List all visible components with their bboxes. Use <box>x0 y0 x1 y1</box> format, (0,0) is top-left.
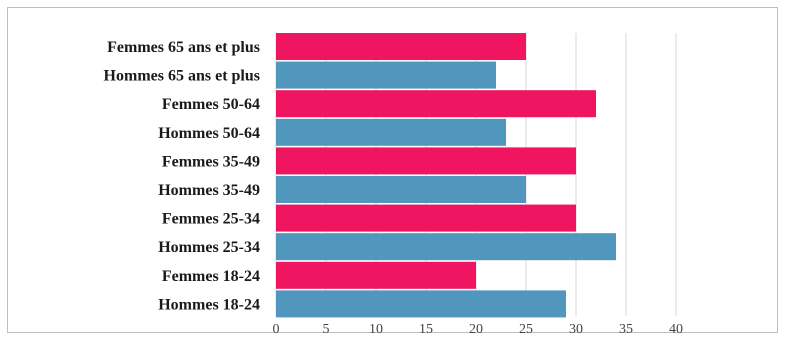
bar-3 <box>276 118 506 146</box>
category-label-3: Hommes 50-64 <box>158 125 260 142</box>
x-tick-label-40: 40 <box>669 322 683 337</box>
x-tick-labels: 0 5 10 15 20 25 30 35 40 <box>273 322 684 337</box>
category-label-1: Hommes 65 ans et plus <box>104 68 260 85</box>
bar-2 <box>276 90 596 118</box>
x-tick-label-10: 10 <box>369 322 383 337</box>
category-label-4: Femmes 35-49 <box>162 153 260 170</box>
category-label-5: Hommes 35-49 <box>158 182 260 199</box>
category-label-7: Hommes 25-34 <box>158 239 260 256</box>
bar-8 <box>276 261 476 289</box>
category-labels: Femmes 65 ans et plus Hommes 65 ans et pl… <box>104 39 260 313</box>
x-tick-label-15: 15 <box>419 322 433 337</box>
x-tick-label-25: 25 <box>519 322 533 337</box>
x-tick-label-20: 20 <box>469 322 483 337</box>
category-label-9: Hommes 18-24 <box>158 296 260 313</box>
x-tick-label-0: 0 <box>273 322 280 337</box>
x-tick-label-30: 30 <box>569 322 583 337</box>
category-label-8: Femmes 18-24 <box>162 268 260 285</box>
category-label-6: Femmes 25-34 <box>162 211 260 228</box>
bars <box>276 33 616 318</box>
bar-9 <box>276 290 566 318</box>
bar-0 <box>276 33 526 60</box>
bar-7 <box>276 233 616 261</box>
category-label-0: Femmes 65 ans et plus <box>107 39 260 56</box>
bar-4 <box>276 147 576 175</box>
bar-1 <box>276 61 496 89</box>
x-tick-label-5: 5 <box>323 322 330 337</box>
x-tick-label-35: 35 <box>619 322 633 337</box>
category-label-2: Femmes 50-64 <box>162 96 260 113</box>
bar-5 <box>276 176 526 203</box>
bar-6 <box>276 204 576 232</box>
